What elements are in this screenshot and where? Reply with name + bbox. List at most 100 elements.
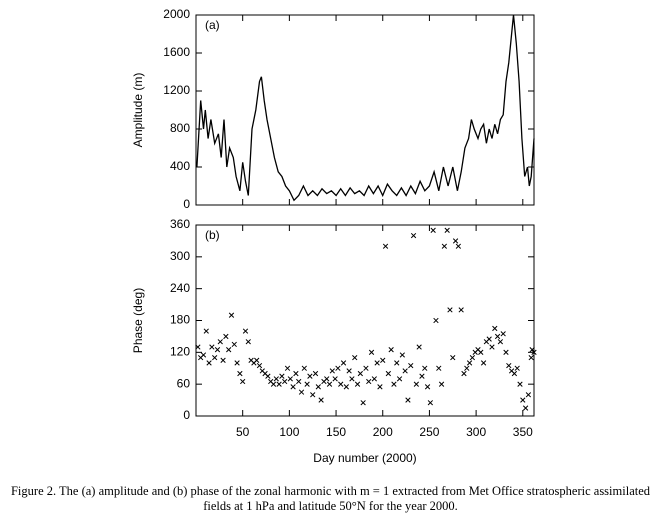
y-tick-label: 800 <box>170 121 190 135</box>
x-tick-label: 150 <box>326 425 346 439</box>
y-tick-label: 400 <box>170 159 190 173</box>
phase-point <box>223 333 229 340</box>
phase-point <box>438 381 445 387</box>
phase-point <box>492 325 498 332</box>
phase-point <box>531 349 537 355</box>
phase-point <box>234 360 240 366</box>
phase-point <box>349 376 355 382</box>
plot-frame <box>195 14 535 206</box>
phase-point <box>368 349 375 355</box>
x-tick-label: 50 <box>236 425 250 439</box>
y-tick-label: 180 <box>170 313 190 327</box>
y-tick-label: 300 <box>170 249 190 263</box>
phase-point <box>324 376 330 382</box>
phase-point <box>441 243 448 249</box>
phase-point <box>500 331 506 337</box>
phase-point <box>357 370 363 377</box>
x-tick-label: 350 <box>513 425 533 439</box>
phase-point <box>212 354 218 361</box>
phase-point <box>394 360 400 366</box>
phase-point <box>469 354 476 361</box>
phase-point <box>478 349 484 355</box>
y-tick-label: 360 <box>170 217 190 231</box>
phase-point <box>340 360 347 366</box>
phase-point <box>304 381 310 387</box>
phase-point <box>461 370 467 377</box>
panel-label: (b) <box>205 228 220 242</box>
phase-point <box>242 328 249 334</box>
x-tick-label: 300 <box>466 425 486 439</box>
phase-point <box>254 357 260 363</box>
phase-point <box>419 373 425 379</box>
phase-point <box>366 378 372 385</box>
phase-point <box>279 373 285 379</box>
phase-point <box>374 360 380 366</box>
phase-point <box>296 378 302 385</box>
phase-point <box>290 384 296 390</box>
phase-point <box>422 365 428 371</box>
phase-point <box>298 389 305 395</box>
phase-point <box>444 227 450 233</box>
phase-point <box>335 365 341 371</box>
phase-point <box>385 370 391 377</box>
phase-point <box>315 384 321 390</box>
phase-point <box>237 370 243 377</box>
y-tick-label: 0 <box>183 408 190 422</box>
phase-point <box>506 362 512 369</box>
phase-point <box>486 336 492 342</box>
phase-point <box>430 227 436 233</box>
phase-point <box>455 243 462 249</box>
phase-point <box>214 347 221 353</box>
phase-point <box>452 238 459 244</box>
phase-point <box>424 384 431 390</box>
phase-point <box>388 347 394 353</box>
phase-point <box>360 400 366 406</box>
phase-point <box>399 352 406 358</box>
phase-point <box>354 381 361 387</box>
y-tick-label: 2000 <box>163 7 190 21</box>
phase-point <box>293 370 299 377</box>
phase-point <box>343 384 349 390</box>
phase-point <box>346 368 352 374</box>
phase-point <box>528 354 534 361</box>
phase-point <box>371 376 377 382</box>
phase-point <box>503 349 509 355</box>
phase-point <box>514 365 520 371</box>
phase-point <box>466 360 473 366</box>
phase-point <box>416 344 422 350</box>
phase-point <box>220 357 226 363</box>
figure: (a)Amplitude (m)0400800120016002000(b)Ph… <box>131 7 537 465</box>
phase-point <box>396 376 403 382</box>
panel-label: (a) <box>205 18 220 32</box>
phase-point <box>497 339 504 345</box>
phase-point <box>410 232 417 239</box>
phase-point <box>447 307 453 313</box>
phase-point <box>338 381 344 387</box>
phase-point <box>380 357 386 363</box>
phase-point <box>270 381 277 387</box>
x-tick-label: 250 <box>419 425 439 439</box>
caption: Figure 2. The (a) amplitude and (b) phas… <box>10 484 651 513</box>
phase-point <box>511 370 518 377</box>
y-tick-label: 240 <box>170 281 190 295</box>
y-tick-label: 120 <box>170 345 190 359</box>
phase-point <box>517 381 523 387</box>
phase-point <box>520 397 526 403</box>
phase-point <box>200 352 207 358</box>
phase-point <box>273 376 279 382</box>
phase-point <box>352 354 358 361</box>
phase-point <box>332 376 338 382</box>
phase-point <box>287 376 293 382</box>
amplitude-line <box>196 14 535 202</box>
phase-point <box>408 362 414 369</box>
phase-point <box>494 333 501 340</box>
phase-point <box>413 381 420 387</box>
phase-point <box>240 378 246 385</box>
x-tick-label: 100 <box>279 425 299 439</box>
phase-point <box>436 365 442 371</box>
phase-point <box>245 339 251 345</box>
phase-point <box>265 373 271 379</box>
phase-point <box>427 400 434 406</box>
phase-point <box>282 378 288 385</box>
